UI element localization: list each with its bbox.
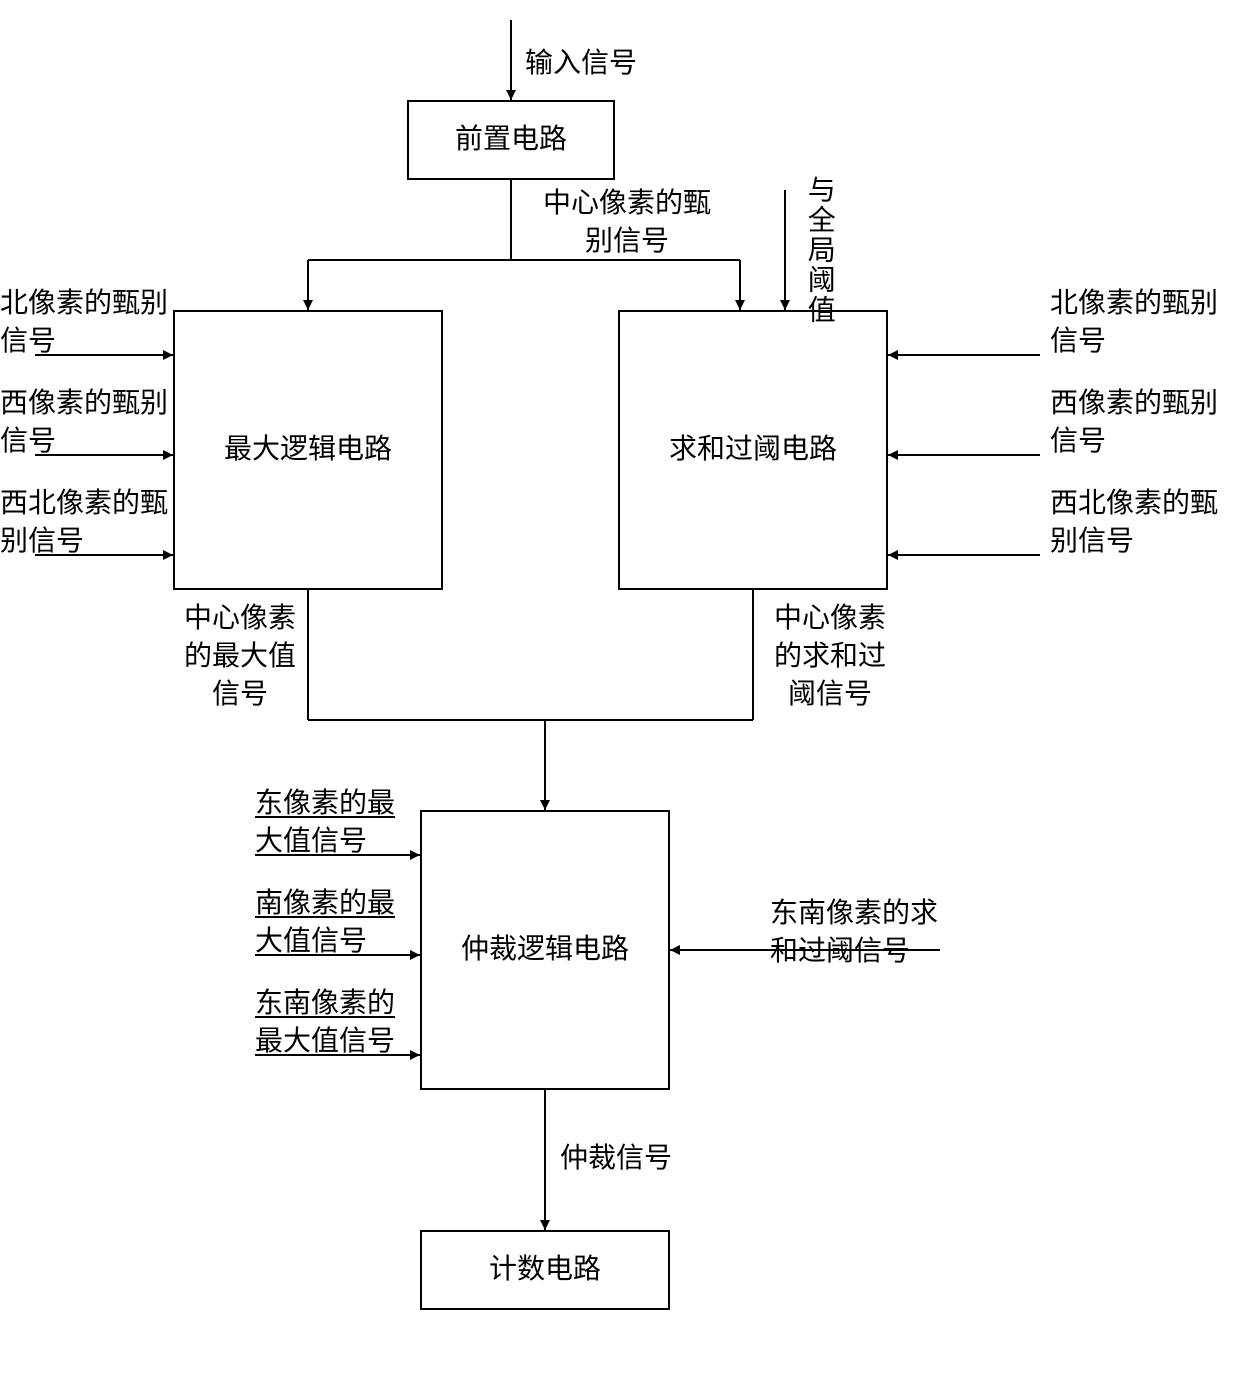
label-global-threshold: 与全局阈值 <box>800 175 838 325</box>
node-max-logic: 最大逻辑电路 <box>173 310 443 590</box>
label-input-signal: 输入信号 <box>525 45 637 83</box>
label-north-disc-right: 北像素的甄别 信号 <box>1050 285 1240 361</box>
label-northwest-disc-left: 西北像素的甄 别信号 <box>0 485 180 561</box>
node-sum-threshold: 求和过阈电路 <box>618 310 888 590</box>
label-southeast-sum-signal: 东南像素的求 和过阈信号 <box>770 895 970 971</box>
label-south-max-signal: 南像素的最 大值信号 <box>255 885 415 961</box>
diagram-canvas: 前置电路 最大逻辑电路 求和过阈电路 仲裁逻辑电路 计数电路 输入信号 中心像素… <box>0 0 1240 1393</box>
label-east-max-signal: 东像素的最 大值信号 <box>255 785 415 861</box>
label-arbitration-signal: 仲裁信号 <box>560 1140 672 1178</box>
node-counting-circuit: 计数电路 <box>420 1230 670 1310</box>
label-southeast-max-signal: 东南像素的 最大值信号 <box>255 985 415 1061</box>
label-center-discriminate: 中心像素的甄 别信号 <box>522 185 732 261</box>
label-center-max-signal: 中心像素 的最大值 信号 <box>175 600 305 713</box>
label-center-sum-signal: 中心像素 的求和过 阈信号 <box>765 600 895 713</box>
label-west-disc-left: 西像素的甄别 信号 <box>0 385 180 461</box>
label-northwest-disc-right: 西北像素的甄 别信号 <box>1050 485 1240 561</box>
label-west-disc-right: 西像素的甄别 信号 <box>1050 385 1240 461</box>
label-north-disc-left: 北像素的甄别 信号 <box>0 285 180 361</box>
node-pre-circuit: 前置电路 <box>407 100 615 180</box>
node-arbitration-logic: 仲裁逻辑电路 <box>420 810 670 1090</box>
